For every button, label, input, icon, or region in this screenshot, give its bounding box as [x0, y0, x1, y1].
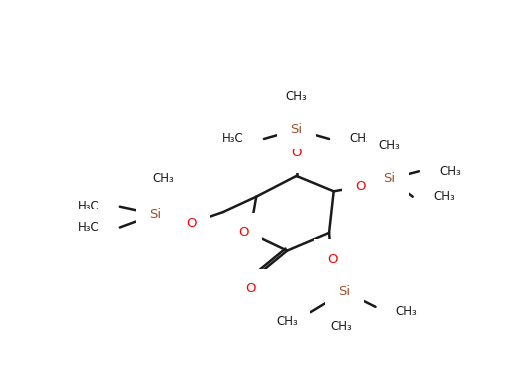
Text: CH₃: CH₃ — [379, 139, 400, 152]
Text: O: O — [239, 227, 249, 239]
Text: CH₃: CH₃ — [286, 90, 307, 103]
Text: CH₃: CH₃ — [331, 320, 352, 333]
Text: O: O — [328, 253, 338, 265]
Text: CH₃: CH₃ — [153, 173, 174, 185]
Text: CH₃: CH₃ — [433, 190, 455, 203]
Text: O: O — [245, 282, 255, 295]
Text: CH₃: CH₃ — [396, 305, 417, 318]
Text: H₃C: H₃C — [78, 221, 100, 234]
Text: Si: Si — [383, 173, 396, 185]
Text: Si: Si — [338, 285, 351, 298]
Text: Si: Si — [150, 208, 161, 221]
Text: O: O — [187, 217, 197, 230]
Text: Si: Si — [290, 123, 303, 136]
Text: CH₃: CH₃ — [349, 132, 371, 146]
Text: O: O — [291, 146, 302, 159]
Text: H₃C: H₃C — [78, 200, 100, 213]
Text: CH₃: CH₃ — [439, 165, 461, 178]
Text: H₃C: H₃C — [222, 132, 244, 146]
Text: O: O — [355, 180, 365, 193]
Text: CH₃: CH₃ — [276, 315, 298, 328]
